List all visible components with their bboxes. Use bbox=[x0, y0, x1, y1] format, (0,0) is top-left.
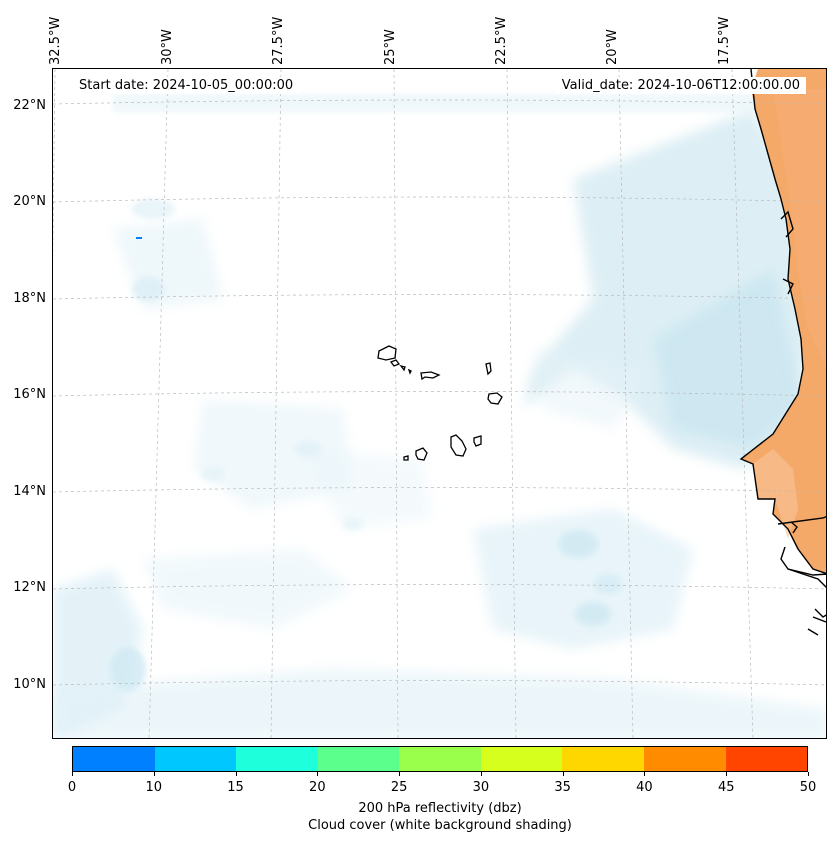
colorbar-tick-mark bbox=[480, 772, 482, 776]
colorbar-tick-mark bbox=[399, 772, 401, 776]
colorbar-label: 200 hPa reflectivity (dbz) bbox=[358, 801, 522, 816]
longitude-label: 32.5°W bbox=[48, 16, 64, 65]
latitude-label: 20°N bbox=[13, 194, 46, 210]
colorbar-tick-label: 25 bbox=[390, 780, 408, 795]
colorbar-tick-label: 35 bbox=[554, 780, 571, 795]
colorbar-segment bbox=[399, 747, 481, 771]
latitude-label: 12°N bbox=[13, 580, 46, 596]
africa-mainland bbox=[741, 69, 826, 574]
cape-verde-islands bbox=[377, 345, 503, 461]
colorbar-segment bbox=[73, 747, 155, 771]
colorbar-tick-label: 30 bbox=[472, 780, 490, 795]
colorbar-segment bbox=[236, 747, 318, 771]
longitude-label: 22.5°W bbox=[493, 16, 509, 65]
island-brava bbox=[403, 455, 409, 461]
island-sao-vicente bbox=[389, 359, 401, 367]
colorbar-segment bbox=[725, 747, 808, 771]
latitude-label: 10°N bbox=[13, 676, 46, 692]
colorbar-tick-mark bbox=[235, 772, 237, 776]
island-sao-nicolau bbox=[420, 371, 441, 381]
colorbar-tick-mark bbox=[562, 772, 564, 776]
longitude-label: 27.5°W bbox=[271, 16, 287, 65]
start-date-label: Start date: 2024-10-05_00:00:00 bbox=[73, 77, 300, 94]
colorbar-tick-mark bbox=[808, 772, 809, 776]
latitude-label: 22°N bbox=[13, 97, 46, 113]
colorbar-tick-label: 40 bbox=[636, 780, 653, 795]
coastline bbox=[739, 69, 826, 636]
island-boa-vista bbox=[487, 392, 503, 405]
valid-date-label: Valid_date: 2024-10-06T12:00:00.00 bbox=[555, 77, 806, 94]
colorbar-segment bbox=[562, 747, 644, 771]
colorbar-segment bbox=[317, 747, 400, 771]
island-santo-antao bbox=[377, 345, 397, 361]
latitude-label: 16°N bbox=[13, 387, 46, 403]
colorbar-tick-mark bbox=[644, 772, 646, 776]
colorbar-tick-label: 10 bbox=[145, 780, 163, 795]
island-fogo bbox=[415, 447, 428, 461]
colorbar-segment bbox=[480, 747, 563, 771]
colorbar-tick-label: 45 bbox=[717, 780, 735, 795]
island-santiago bbox=[450, 434, 467, 457]
colorbar-tick-mark bbox=[72, 772, 73, 776]
map-panel: Start date: 2024-10-05_00:00:00 Valid_da… bbox=[52, 68, 827, 739]
island-sal bbox=[485, 362, 492, 376]
island-maio bbox=[473, 435, 482, 447]
colorbar-sublabel: Cloud cover (white background shading) bbox=[308, 818, 572, 833]
latitude-label: 18°N bbox=[13, 290, 46, 306]
longitude-label: 17.5°W bbox=[716, 16, 732, 65]
colorbar-segment bbox=[643, 747, 726, 771]
reflectivity-echo bbox=[136, 237, 142, 239]
longitude-label: 25°W bbox=[382, 29, 398, 65]
island-branco bbox=[407, 368, 412, 375]
colorbar-tick-label: 15 bbox=[227, 780, 244, 795]
longitude-label: 20°W bbox=[605, 29, 621, 65]
reflectivity-colorbar bbox=[72, 746, 808, 772]
map-graticule bbox=[53, 69, 826, 738]
longitude-label: 30°W bbox=[159, 29, 175, 65]
colorbar-tick-label: 20 bbox=[309, 780, 326, 795]
colorbar-segment bbox=[154, 747, 237, 771]
colorbar-tick-label: 0 bbox=[67, 780, 77, 795]
latitude-label: 14°N bbox=[13, 483, 46, 499]
colorbar-tick-mark bbox=[317, 772, 319, 776]
colorbar-tick-label: 50 bbox=[799, 780, 817, 795]
colorbar-tick-mark bbox=[153, 772, 155, 776]
cloud-cover-shading bbox=[53, 94, 826, 738]
map-canvas bbox=[53, 69, 826, 738]
island-santa-luzia bbox=[399, 364, 406, 372]
colorbar-tick-mark bbox=[726, 772, 728, 776]
